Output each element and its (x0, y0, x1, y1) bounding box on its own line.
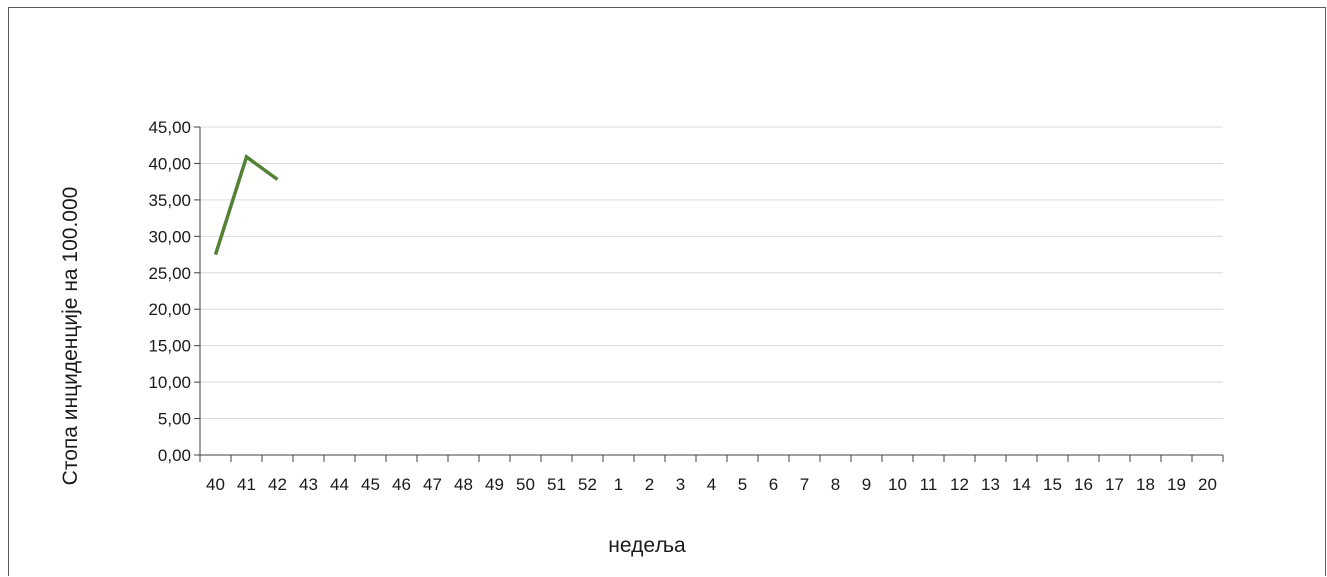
axes (194, 126, 1224, 462)
x-tick-label: 20 (1198, 475, 1217, 494)
data-series (213, 154, 279, 256)
x-tick-label: 44 (330, 475, 349, 494)
x-tick-label: 14 (1012, 475, 1031, 494)
y-tick-label: 10,00 (148, 373, 191, 392)
y-tick-label: 35,00 (148, 191, 191, 210)
x-tick-label: 18 (1136, 475, 1155, 494)
chart-frame (8, 7, 1326, 576)
x-tick-label: 2 (645, 475, 654, 494)
y-tick-label: 40,00 (148, 154, 191, 173)
y-tick-label: 0,00 (158, 446, 191, 465)
x-tick-label: 50 (516, 475, 535, 494)
y-tick-labels: 0,00 5,00 10,00 15,00 20,00 25,00 30,00 35,00 40… (148, 118, 191, 465)
gridlines (200, 126, 1223, 420)
x-tick-label: 8 (831, 475, 840, 494)
x-tick-label: 43 (299, 475, 318, 494)
y-tick-label: 15,00 (148, 337, 191, 356)
x-tick-label: 19 (1167, 475, 1186, 494)
x-tick-label: 5 (738, 475, 747, 494)
x-tick-label: 3 (676, 475, 685, 494)
x-tick-label: 17 (1105, 475, 1124, 494)
y-tick-label: 25,00 (148, 264, 191, 283)
x-tick-label: 42 (268, 475, 287, 494)
y-tick-label: 30,00 (148, 227, 191, 246)
x-tick-label: 1 (614, 475, 623, 494)
y-axis-title: Стопа инциденције на 100.000 (59, 187, 82, 486)
x-tick-label: 12 (950, 475, 969, 494)
y-tick-label: 45,00 (148, 118, 191, 137)
x-tick-label: 7 (800, 475, 809, 494)
x-tick-label: 45 (361, 475, 380, 494)
x-tick-label: 48 (454, 475, 473, 494)
x-tick-label: 46 (392, 475, 411, 494)
x-tick-label: 16 (1074, 475, 1093, 494)
x-tick-label: 11 (920, 475, 938, 494)
x-tick-labels: 40 41 42 43 44 45 46 47 48 49 50 51 52 1 2 3 4 5 6 7 8 9 10 11 1… (206, 475, 1217, 494)
x-tick-label: 4 (707, 475, 716, 494)
x-axis-title: недеља (608, 534, 686, 557)
x-tick-label: 9 (862, 475, 871, 494)
x-tick-label: 47 (423, 475, 442, 494)
series-line (213, 154, 279, 256)
x-tick-label: 40 (206, 475, 225, 494)
x-tick-label: 6 (769, 475, 778, 494)
x-tick-label: 10 (888, 475, 907, 494)
x-tick-label: 15 (1043, 475, 1062, 494)
x-tick-label: 41 (237, 475, 256, 494)
x-tick-label: 52 (578, 475, 597, 494)
y-tick-label: 20,00 (148, 300, 191, 319)
y-tick-label: 5,00 (158, 410, 191, 429)
x-tick-label: 49 (485, 475, 504, 494)
x-tick-label: 13 (981, 475, 1000, 494)
x-tick-label: 51 (547, 475, 566, 494)
